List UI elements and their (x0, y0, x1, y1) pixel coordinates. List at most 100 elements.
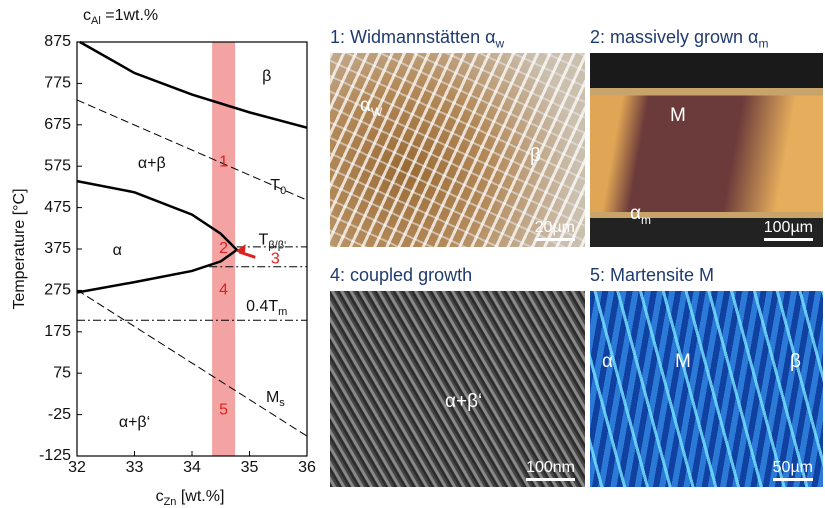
phase-label-text: α+β‘ (445, 391, 482, 412)
phase-label: Ms (266, 389, 285, 409)
x-tick-label: 33 (126, 459, 144, 476)
phase-label: 0.4Tm (246, 298, 287, 318)
phase-label: αW (360, 95, 382, 119)
panel-title-sub: m (758, 37, 768, 51)
x-tick-label: 35 (241, 459, 259, 476)
scale-bar-label: 100µm (764, 219, 813, 236)
x-axis-label-suffix: [wt.%] (176, 488, 224, 505)
phase-label-text: β (790, 351, 801, 372)
phase-label-sub: 0 (280, 185, 286, 197)
phase-label: M (675, 351, 691, 373)
marker-label: 3 (271, 251, 280, 268)
x-tick-label: 32 (68, 459, 86, 476)
phase-label-main: α+β‘ (119, 414, 150, 431)
panel-title-text: 2: massively grown α (590, 27, 758, 47)
scale-bar: 100µm (764, 219, 813, 241)
scale-bar-label: 20µm (535, 219, 575, 236)
scale-bar-label: 100nm (526, 459, 575, 476)
phase-label: M (670, 105, 686, 127)
scale-bar: 20µm (535, 219, 575, 241)
phase-label-sub: s (279, 397, 285, 409)
phase-label-sub: m (641, 213, 651, 227)
scale-bar-line (535, 238, 575, 241)
micrograph: α+β‘ 100nm (330, 291, 585, 487)
y-tick-label: 275 (44, 282, 71, 299)
composition-label-main: c (83, 7, 91, 24)
panel-title-sub: w (495, 37, 504, 51)
phase-label-text: β (530, 145, 541, 166)
scale-bar-line (526, 478, 575, 481)
phase-label-sub: W (371, 105, 382, 119)
y-tick-label: 375 (44, 240, 71, 257)
phase-label-text: M (670, 105, 686, 126)
phase-label: Tβ/β‘ (259, 232, 287, 252)
phase-label-text: α (602, 351, 613, 372)
composition-label-suffix: =1wt.% (101, 7, 158, 24)
marker-label: 1 (219, 153, 228, 170)
phase-label-main: M (266, 389, 279, 406)
panel-title: 2: massively grown αm (590, 27, 823, 49)
composition-label-sub: Al (91, 15, 101, 27)
panel-title-text: 5: Martensite M (590, 265, 714, 285)
page: {"chart_data": {"type": "line", "top_lab… (0, 0, 825, 508)
marker-label: 2 (219, 240, 228, 257)
y-tick-label: 175 (44, 323, 71, 340)
scale-bar-line (764, 238, 813, 241)
panel-title: 5: Martensite M (590, 265, 823, 287)
x-axis-label-main: c (156, 488, 164, 505)
y-tick-label: -25 (48, 406, 71, 423)
y-tick-label: 875 (44, 33, 71, 50)
panel: 4: coupled growth α+β‘ 100nm (330, 265, 585, 487)
phase-label: β (262, 68, 271, 85)
phase-label: α (602, 351, 613, 373)
phase-label-sub: m (278, 306, 287, 318)
phase-label-main: 0.4T (246, 298, 278, 315)
phase-label: α (113, 242, 122, 259)
panel-title: 4: coupled growth (330, 265, 585, 287)
phase-label-text: α (630, 203, 641, 224)
y-tick-label: 575 (44, 157, 71, 174)
phase-label: T0 (270, 177, 286, 197)
phase-label: α+β‘ (445, 391, 482, 413)
y-tick-label: -125 (39, 447, 71, 464)
y-tick-label: 75 (53, 364, 71, 381)
phase-label-text: M (675, 351, 691, 372)
panel-title-text: 4: coupled growth (330, 265, 472, 285)
x-tick-label: 36 (298, 459, 316, 476)
y-axis-label: Temperature [°C] (11, 188, 28, 309)
composition-label: cAl =1wt.% (83, 7, 158, 27)
marker-label: 5 (219, 402, 228, 419)
phase-label-main: α (113, 242, 122, 259)
y-tick-label: 775 (44, 75, 71, 92)
scale-bar-line (773, 478, 813, 481)
scale-bar: 100nm (526, 459, 575, 481)
phase-label: β (530, 145, 541, 167)
phase-label-main: β (262, 68, 271, 85)
x-axis-label-sub: Zn (164, 496, 177, 508)
x-axis-label: cZn [wt.%] (156, 488, 225, 508)
panel-title-text: 1: Widmannstätten α (330, 27, 495, 47)
phase-label-text: α (360, 95, 371, 116)
x-tick-label: 34 (183, 459, 201, 476)
marker-label: 4 (219, 282, 228, 299)
phase-boundary (80, 42, 307, 128)
panel-title: 1: Widmannstätten αw (330, 27, 585, 49)
y-tick-label: 675 (44, 116, 71, 133)
phase-label: αm (630, 203, 651, 227)
phase-label-main: T (270, 177, 280, 194)
phase-label-main: T (259, 232, 269, 249)
scale-bar-label: 50µm (773, 459, 813, 476)
phase-label: β (790, 351, 801, 373)
y-tick-label: 475 (44, 199, 71, 216)
phase-label-main: α+β (138, 155, 166, 172)
phase-label: α+β‘ (119, 414, 150, 431)
phase-label: α+β (138, 155, 166, 172)
scale-bar: 50µm (773, 459, 813, 481)
